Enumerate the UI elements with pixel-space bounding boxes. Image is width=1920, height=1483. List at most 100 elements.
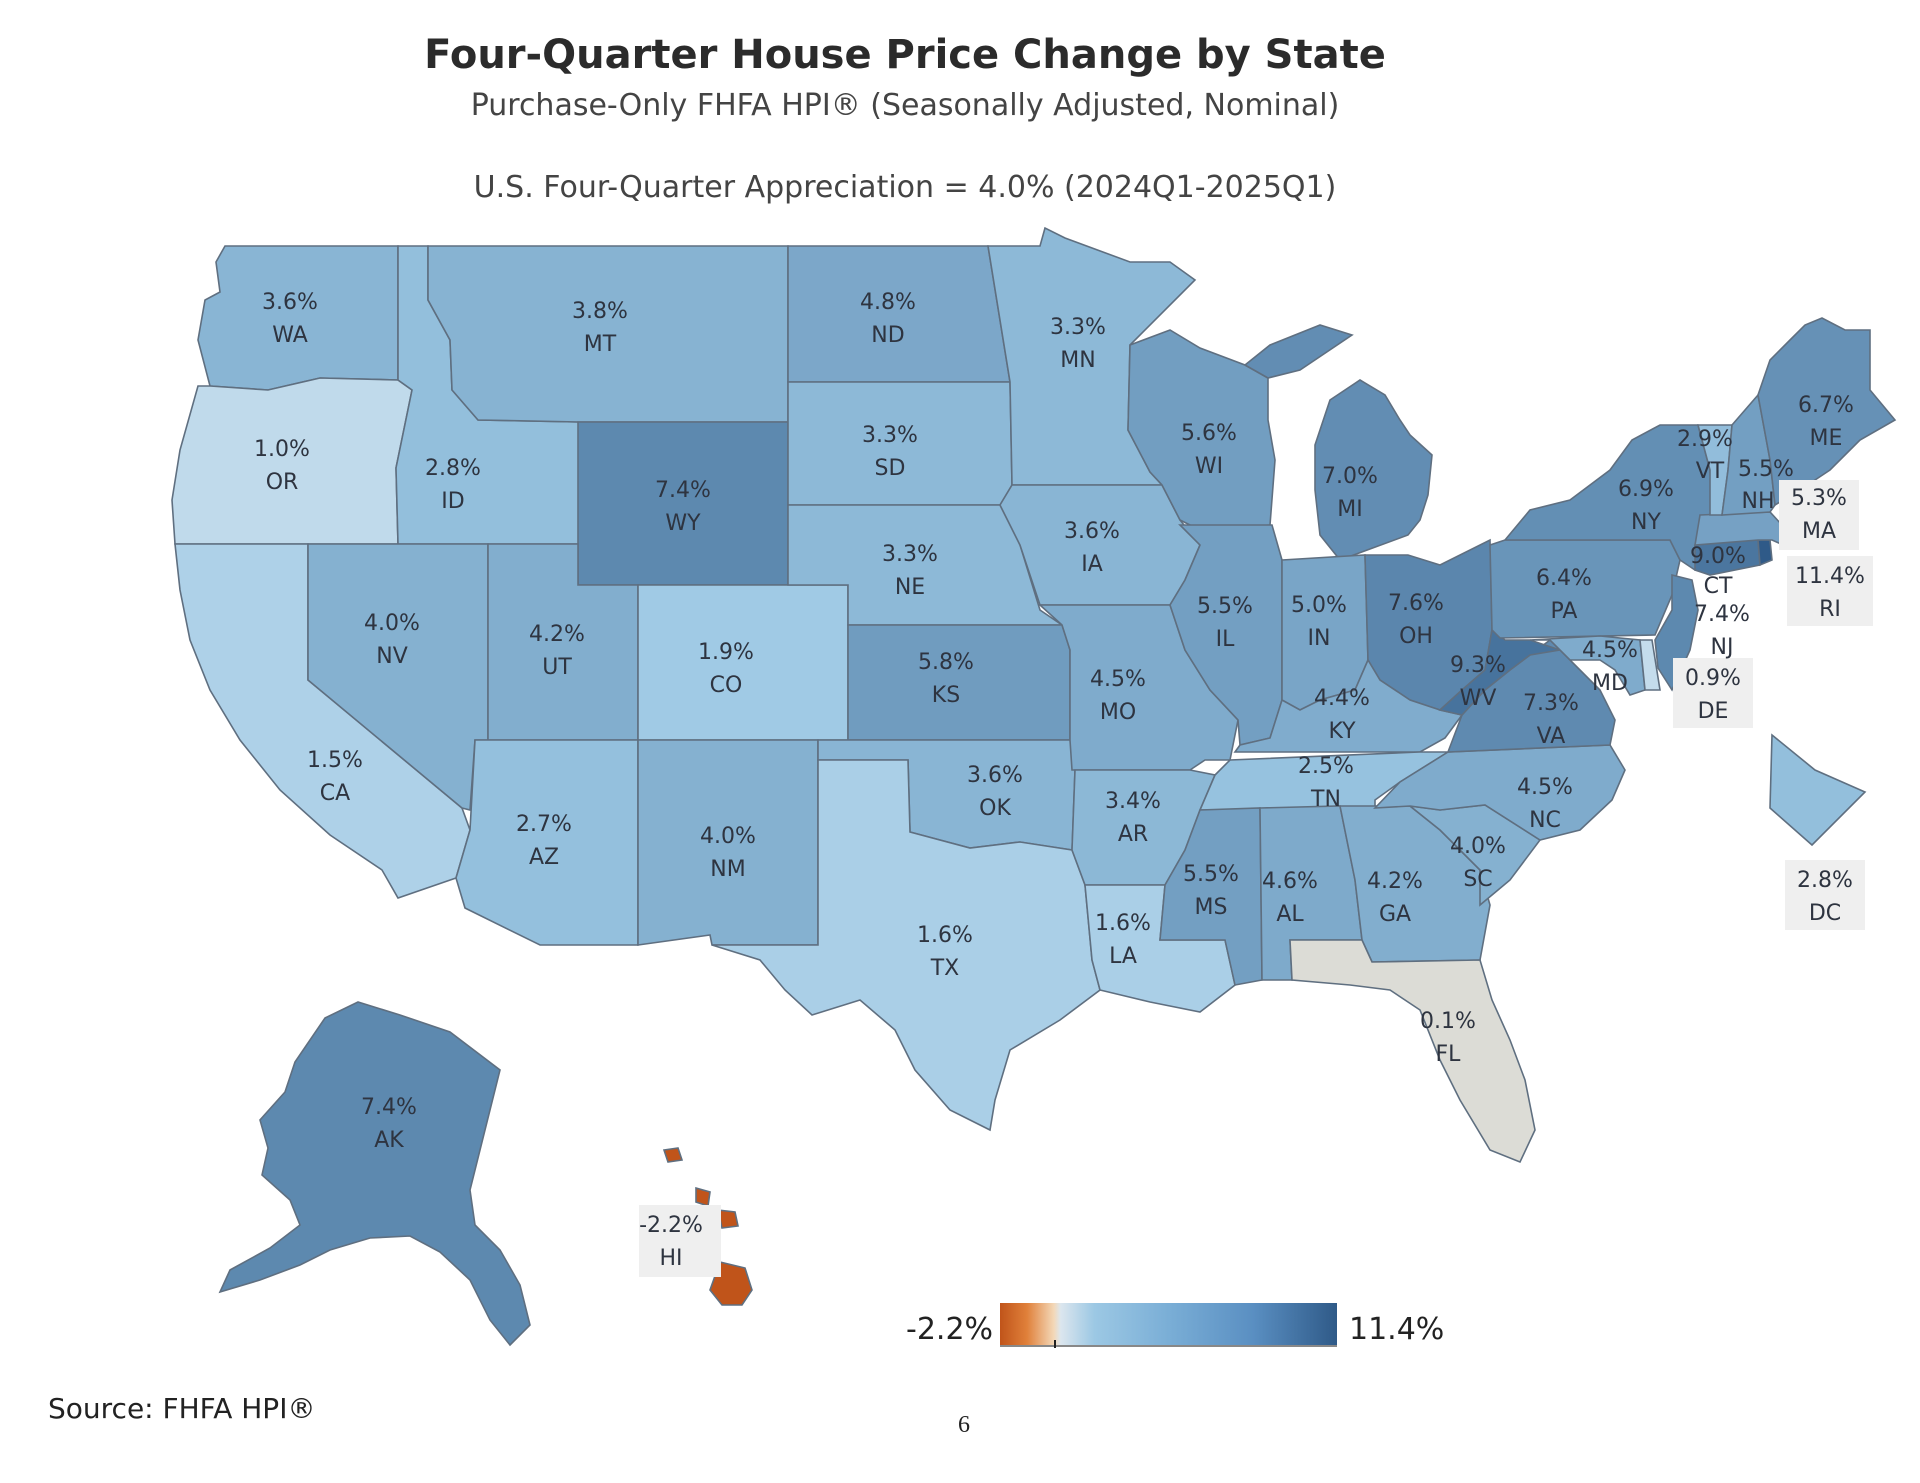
label-nj-value: 7.4% (1694, 602, 1750, 627)
source-note: Source: FHFA HPI® (48, 1392, 316, 1425)
state-az[interactable] (455, 739, 639, 946)
label-ct-value: 9.0% (1690, 544, 1746, 569)
label-mn-value: 3.3% (1050, 315, 1106, 340)
label-ar-value: 3.4% (1105, 789, 1161, 814)
label-ak-value: 7.4% (361, 1095, 417, 1120)
label-id-abbr: ID (441, 489, 464, 514)
label-de-value: 0.9% (1685, 666, 1741, 691)
label-ok-abbr: OK (979, 796, 1011, 821)
label-ks-value: 5.8% (918, 650, 974, 675)
label-wi-abbr: WI (1195, 454, 1223, 479)
state-wa[interactable] (197, 245, 399, 391)
label-pa-value: 6.4% (1536, 566, 1592, 591)
label-ms-abbr: MS (1195, 895, 1228, 920)
label-mt-value: 3.8% (572, 299, 628, 324)
chart-title: Four-Quarter House Price Change by State (424, 32, 1386, 78)
label-me-abbr: ME (1810, 426, 1843, 451)
state-nc[interactable] (1373, 744, 1626, 841)
label-al-value: 4.6% (1262, 869, 1318, 894)
state-ak[interactable] (218, 1001, 531, 1347)
page-number: 6 (958, 1412, 970, 1438)
label-sd-abbr: SD (875, 456, 906, 481)
label-va-abbr: VA (1537, 724, 1566, 749)
chart-subtitle: Purchase-Only FHFA HPI® (Seasonally Adju… (470, 88, 1340, 123)
label-mt-abbr: MT (584, 332, 617, 357)
state-ky[interactable] (1233, 658, 1464, 753)
label-ne-abbr: NE (895, 575, 925, 600)
label-tn-abbr: TN (1310, 787, 1341, 812)
label-ia-value: 3.6% (1064, 519, 1120, 544)
callout-box-hi (639, 1205, 721, 1277)
label-ky-value: 4.4% (1314, 686, 1370, 711)
legend-max-label: 11.4% (1349, 1312, 1445, 1347)
state-wy[interactable] (577, 421, 789, 586)
label-dc-value: 2.8% (1797, 868, 1853, 893)
label-dc-abbr: DC (1809, 901, 1841, 926)
label-mo-value: 4.5% (1090, 667, 1146, 692)
callout-box-de (1673, 658, 1753, 728)
state-wv[interactable] (1438, 628, 1561, 716)
label-sc-abbr: SC (1463, 867, 1492, 892)
label-ma-abbr: MA (1802, 519, 1836, 544)
label-ca-abbr: CA (320, 781, 350, 806)
label-pa-abbr: PA (1551, 599, 1578, 624)
label-ut-value: 4.2% (529, 622, 585, 647)
callout-box-dc (1785, 860, 1865, 930)
label-tn-value: 2.5% (1298, 754, 1354, 779)
label-al-abbr: AL (1276, 902, 1304, 927)
label-wi-value: 5.6% (1181, 421, 1237, 446)
label-in-abbr: IN (1308, 626, 1331, 651)
callout-box-ri (1787, 556, 1873, 626)
label-or-abbr: OR (266, 470, 299, 495)
us-appreciation-note: U.S. Four-Quarter Appreciation = 4.0% (2… (473, 170, 1337, 205)
state-shapes (171, 226, 1897, 1347)
label-nh-value: 5.5% (1738, 457, 1794, 482)
label-wa-abbr: WA (272, 323, 308, 348)
state-tx[interactable] (711, 759, 1101, 1132)
label-mi-value: 7.0% (1322, 464, 1378, 489)
label-fl-value: 0.1% (1420, 1009, 1476, 1034)
state-wi[interactable] (1127, 329, 1276, 531)
label-ga-abbr: GA (1379, 902, 1411, 927)
state-mi[interactable] (1243, 324, 1433, 561)
label-il-value: 5.5% (1197, 594, 1253, 619)
label-ct-abbr: CT (1704, 574, 1733, 599)
label-ut-abbr: UT (542, 655, 572, 680)
state-ri[interactable] (1757, 539, 1773, 567)
state-de[interactable] (1639, 639, 1661, 691)
label-md-value: 4.5% (1582, 638, 1638, 663)
label-ne-value: 3.3% (882, 542, 938, 567)
label-fl-abbr: FL (1436, 1042, 1462, 1067)
label-ny-value: 6.9% (1618, 477, 1674, 502)
label-ny-abbr: NY (1631, 510, 1661, 535)
label-ri-abbr: RI (1819, 597, 1841, 622)
label-nc-value: 4.5% (1517, 775, 1573, 800)
label-ca-value: 1.5% (307, 748, 363, 773)
label-vt-abbr: VT (1696, 459, 1725, 484)
label-ma-value: 5.3% (1791, 486, 1847, 511)
state-md[interactable] (1529, 635, 1646, 696)
callout-box-ma (1779, 480, 1859, 550)
label-vt-value: 2.9% (1677, 427, 1733, 452)
label-oh-abbr: OH (1399, 624, 1433, 649)
label-in-value: 5.0% (1291, 593, 1347, 618)
label-nv-value: 4.0% (364, 611, 420, 636)
state-dc[interactable] (1769, 733, 1867, 847)
label-ga-value: 4.2% (1367, 869, 1423, 894)
state-hi[interactable] (662, 1147, 753, 1306)
label-mn-abbr: MN (1060, 348, 1095, 373)
label-ar-abbr: AR (1118, 822, 1148, 847)
label-az-value: 2.7% (516, 812, 572, 837)
label-nj-abbr: NJ (1711, 635, 1734, 660)
label-ak-abbr: AK (374, 1128, 404, 1153)
label-wa-value: 3.6% (262, 290, 318, 315)
label-nm-value: 4.0% (700, 824, 756, 849)
label-id-value: 2.8% (425, 456, 481, 481)
label-hi-value: -2.2% (639, 1213, 703, 1238)
state-nj[interactable] (1654, 573, 1699, 692)
state-fl[interactable] (1289, 939, 1536, 1164)
label-oh-value: 7.6% (1388, 591, 1444, 616)
label-co-abbr: CO (710, 673, 743, 698)
callout-boxes (639, 480, 1873, 1277)
label-de-abbr: DE (1698, 699, 1729, 724)
